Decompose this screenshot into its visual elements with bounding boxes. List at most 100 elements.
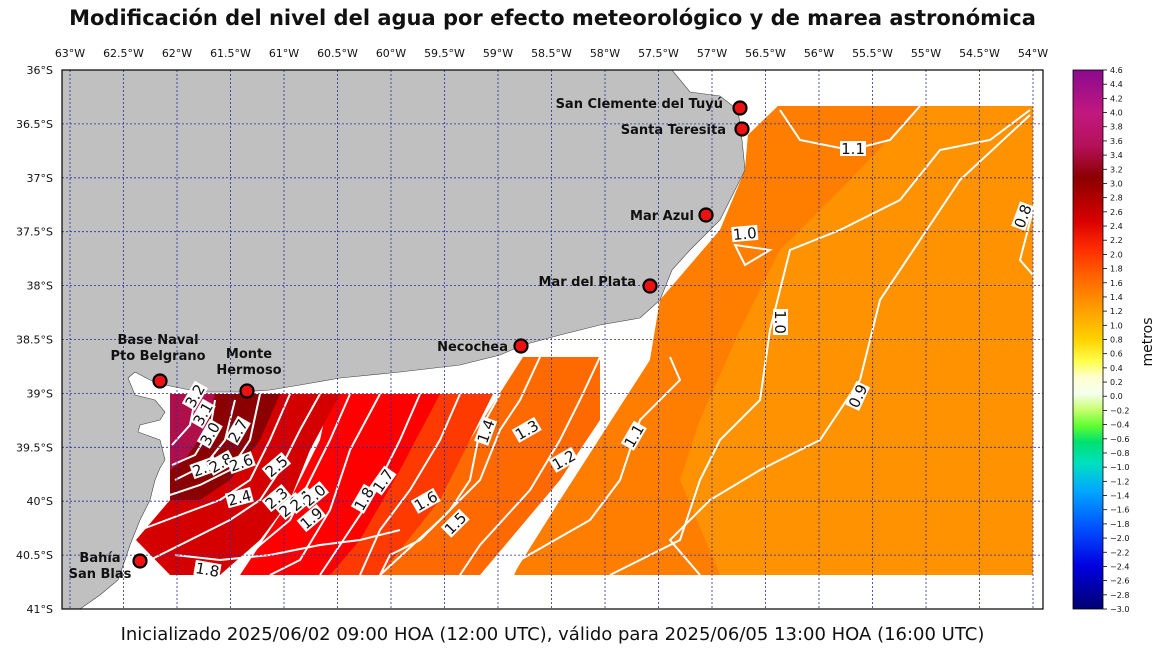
colorbar-tick-label: −2.8	[1110, 591, 1129, 600]
colorbar-tick-label: 3.6	[1110, 137, 1123, 146]
contour-label-bg	[226, 451, 256, 475]
station-label: San Blas	[69, 567, 132, 582]
colorbar-tick-label: −0.4	[1110, 421, 1129, 430]
contour-label-bg	[440, 508, 470, 538]
contour-label-bg	[224, 486, 254, 509]
band-red	[240, 394, 440, 575]
colorbar-tick-label: −2.4	[1110, 562, 1129, 571]
colorbar-tick-label: −1.6	[1110, 506, 1129, 515]
colorbar-tick-label: 1.2	[1110, 307, 1123, 316]
colorbar-tick-label: 2.8	[1110, 194, 1123, 203]
longitude-tick-label: 57°W	[697, 47, 727, 60]
colorbar-tick-label: 2.2	[1110, 236, 1123, 245]
validity-caption: Inicializado 2025/06/02 09:00 HOA (12:00…	[120, 624, 985, 645]
latitude-tick-label: 41°S	[27, 603, 53, 616]
contour-label-bg	[196, 418, 223, 449]
band-orange-dark	[380, 357, 600, 575]
station-marker[interactable]: Mar Azul	[630, 207, 714, 225]
longitude-tick-label: 54°W	[1018, 47, 1048, 60]
station-label: Santa Teresita	[621, 123, 726, 138]
isoline	[733, 243, 773, 267]
isoline	[149, 393, 321, 561]
colorbar-tick-label: −1.4	[1110, 492, 1129, 501]
longitude-tick-label: 60.5°W	[317, 47, 358, 60]
latitude-tick-label: 37.5°S	[16, 226, 53, 239]
contour-label-bg	[474, 416, 498, 446]
contour-label-text: 2.4	[226, 486, 254, 510]
station-dot[interactable]	[132, 553, 148, 569]
colorbar-tick-label: 2.4	[1110, 222, 1123, 231]
isoline	[174, 399, 236, 481]
longitude-tick-label: 60°W	[376, 47, 406, 60]
contour-label-bg	[548, 446, 579, 473]
colorbar-tick-label: 2.0	[1110, 250, 1123, 259]
station-label: Mar del Plata	[539, 275, 637, 290]
latitude-tick-label: 40°S	[27, 495, 53, 508]
colorbar-tick-label: −2.2	[1110, 548, 1129, 557]
colorbar-tick-label: 3.0	[1110, 179, 1123, 188]
station-label: Necochea	[437, 340, 508, 355]
station-label: Mar Azul	[630, 209, 694, 224]
colorbar-ticks: 4.6 4.4 4.2 4.0 3.8 3.6 3.4 3.2 3.0 2.8 2.6 2.4 2.2 2…	[1103, 66, 1129, 614]
station-marker[interactable]: San Clemente del Tuyú	[556, 97, 748, 116]
longitude-tick-label: 54.5°W	[959, 47, 1000, 60]
longitude-tick-label: 63°W	[55, 47, 85, 60]
latitude-tick-label: 36°S	[27, 64, 53, 77]
latitude-tick-label: 38°S	[27, 280, 53, 293]
latitude-tick-label: 37°S	[27, 172, 53, 185]
contour-label-bg	[261, 483, 292, 513]
station-label: Monte	[226, 347, 272, 362]
colorbar-tick-label: 4.4	[1110, 80, 1123, 89]
colorbar-tick-label: 4.2	[1110, 94, 1123, 103]
isoline	[609, 109, 1031, 576]
plot-frame	[61, 69, 1044, 610]
station-dot[interactable]	[642, 278, 658, 294]
colorbar-tick-label: 0.6	[1110, 350, 1123, 359]
station-marker[interactable]: Mar del Plata	[539, 275, 658, 294]
colorbar-label: metros	[1140, 317, 1156, 366]
colorbar-tick-label: −1.2	[1110, 477, 1129, 486]
station-dot[interactable]	[239, 383, 255, 399]
contour-label: 1.8	[193, 559, 222, 581]
contour-label-bg	[620, 420, 647, 451]
colorbar-tick-label: 1.4	[1110, 293, 1123, 302]
station-dot[interactable]	[698, 207, 714, 223]
colorbar-tick-label: 1.6	[1110, 279, 1123, 288]
band-orange	[513, 106, 920, 575]
contour-label-bg	[773, 309, 788, 335]
station-dot[interactable]	[732, 100, 748, 116]
contour-label: 1.1	[840, 140, 866, 158]
station-dot[interactable]	[513, 338, 529, 354]
stations: San Clemente del Tuyú Santa Teresita Mar A…	[69, 97, 750, 582]
longitude-tick-label: 59°W	[483, 47, 513, 60]
colorbar-tick-label: −0.6	[1110, 435, 1129, 444]
latitude-tick-label: 39.5°S	[16, 441, 53, 454]
contour-label-bg	[840, 141, 866, 156]
isoline	[512, 356, 682, 576]
colorbar-tick-label: −0.8	[1110, 449, 1129, 458]
contour-label-bg	[193, 559, 222, 580]
colorbar-tick-label: 0.8	[1110, 336, 1123, 345]
contour-label: 1.0	[731, 224, 759, 244]
station-label: Pto Belgrano	[110, 349, 205, 364]
station-marker[interactable]: Santa Teresita	[621, 121, 750, 139]
longitude-axis: 63°W 62.5°W 62°W 61.5°W 61°W 60.5°W 60°W 59.5°W…	[55, 47, 1048, 60]
station-dot[interactable]	[152, 373, 168, 389]
station-marker[interactable]: Necochea	[437, 338, 529, 356]
contour-label-text: 1.0	[771, 310, 789, 334]
isoline	[668, 114, 1031, 576]
isoline	[269, 393, 381, 576]
longitude-tick-label: 56.5°W	[745, 47, 786, 60]
colorbar-tick-label: −1.8	[1110, 520, 1129, 529]
band-red-orange	[330, 394, 493, 575]
colorbar-tick-label: −2.0	[1110, 534, 1129, 543]
longitude-tick-label: 56°W	[804, 47, 834, 60]
station-dot[interactable]	[734, 121, 750, 137]
station-label: San Clemente del Tuyú	[556, 97, 723, 112]
latitude-tick-label: 36.5°S	[16, 118, 53, 131]
contour-label-bg	[511, 416, 542, 443]
